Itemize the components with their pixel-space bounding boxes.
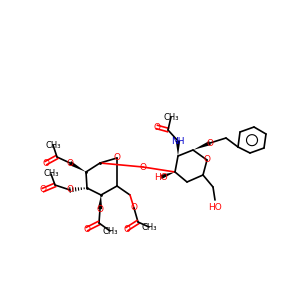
Text: O: O: [40, 185, 46, 194]
Text: O: O: [67, 185, 73, 194]
Text: HO: HO: [154, 172, 168, 182]
Text: O: O: [43, 158, 50, 167]
Text: O: O: [206, 139, 214, 148]
Text: CH₃: CH₃: [45, 140, 61, 149]
Text: O: O: [83, 224, 91, 233]
Polygon shape: [98, 195, 102, 209]
Text: HO: HO: [208, 203, 222, 212]
Polygon shape: [193, 141, 211, 150]
Text: O: O: [130, 203, 137, 212]
Text: O: O: [154, 122, 160, 131]
Text: O: O: [97, 205, 104, 214]
Text: O: O: [203, 155, 211, 164]
Polygon shape: [69, 161, 86, 172]
Text: CH₃: CH₃: [163, 112, 179, 122]
Text: CH₃: CH₃: [43, 169, 59, 178]
Text: O: O: [67, 158, 73, 167]
Text: O: O: [124, 224, 130, 233]
Text: CH₃: CH₃: [141, 223, 157, 232]
Text: CH₃: CH₃: [102, 226, 118, 236]
Text: O: O: [113, 154, 121, 163]
Polygon shape: [176, 141, 180, 156]
Text: O: O: [140, 163, 146, 172]
Text: NH: NH: [171, 136, 185, 146]
Polygon shape: [160, 172, 175, 179]
